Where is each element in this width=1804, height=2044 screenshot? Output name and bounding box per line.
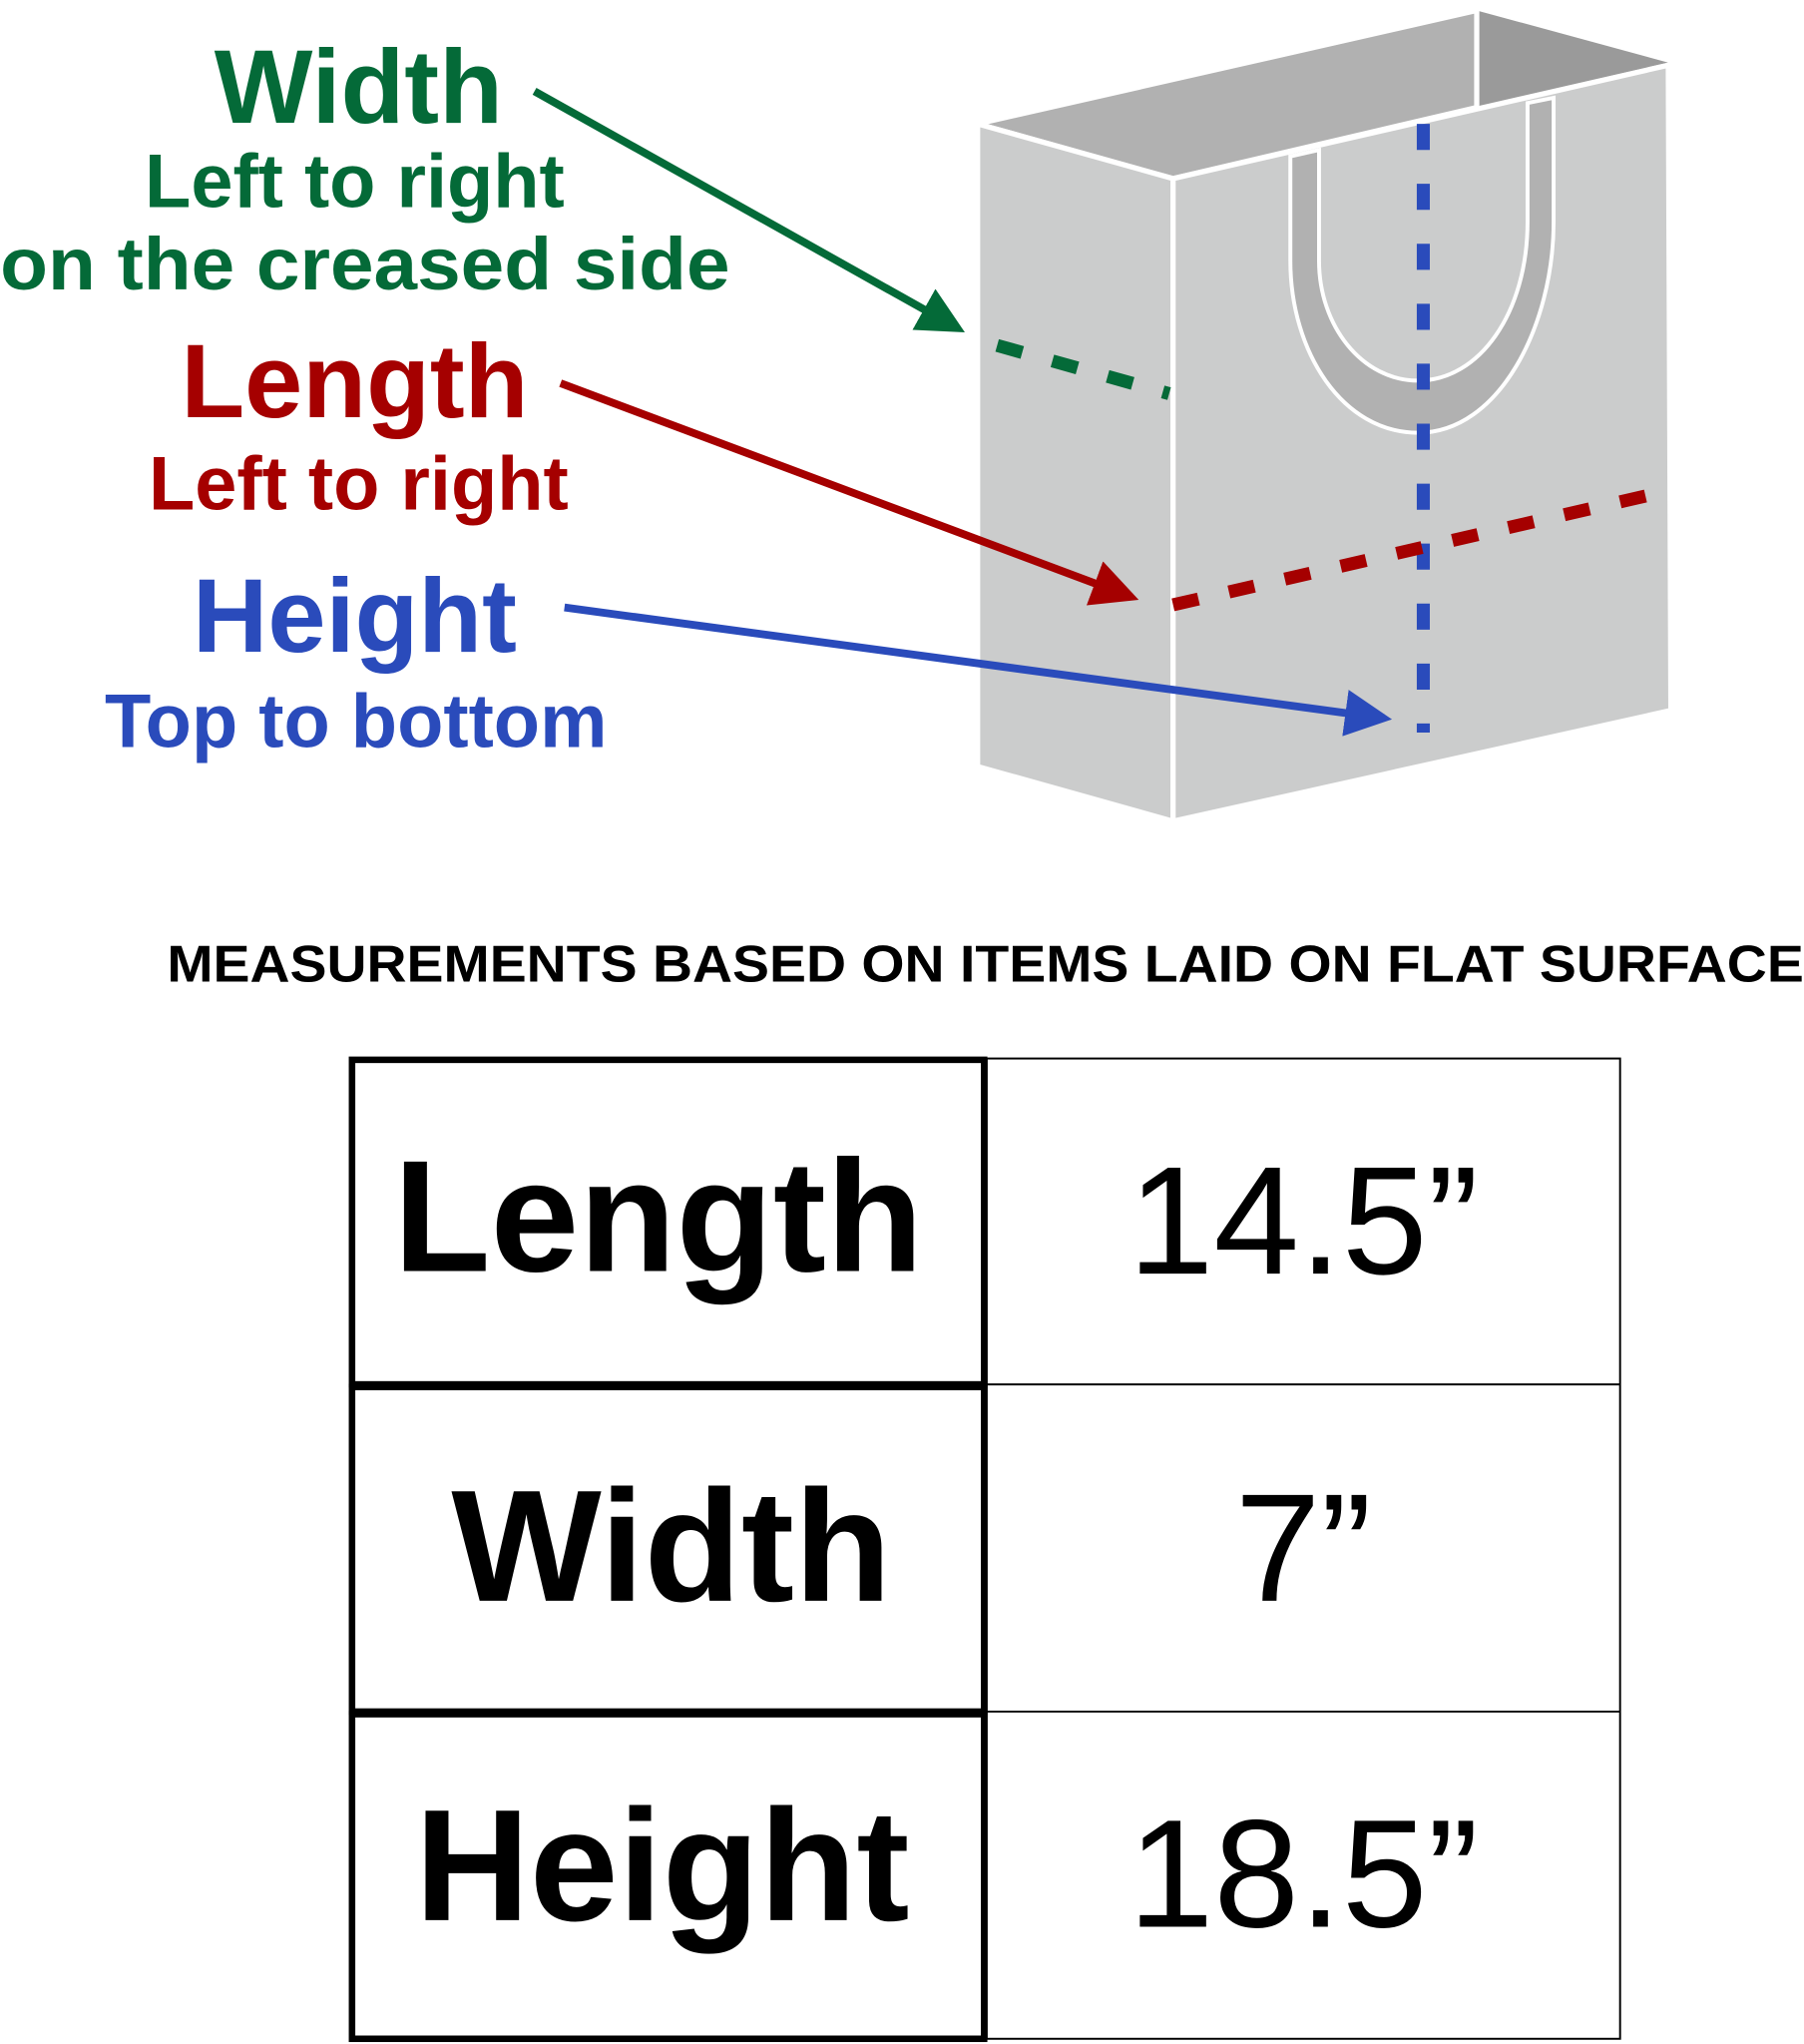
table-label-length: Length (393, 1127, 923, 1304)
table-value-height: 18.5” (1128, 1787, 1479, 1959)
height-description: Top to bottom (105, 679, 607, 764)
height-label: Height (193, 558, 517, 675)
bag-inner-side (1477, 10, 1668, 108)
table-label-width: Width (451, 1457, 891, 1635)
shopping-bag-illustration (975, 7, 1674, 825)
table-value-width: 7” (1235, 1461, 1372, 1634)
bag-side-face (975, 120, 1176, 825)
dimensions-table: Length 14.5” Width 7” Height 18.5” (348, 1056, 1621, 2043)
table-label-height: Height (415, 1777, 910, 1954)
height-arrow (564, 603, 1393, 737)
table-value-length: 14.5” (1128, 1134, 1479, 1306)
width-description-2: on the creased side (0, 223, 729, 305)
length-dashed-line (1171, 483, 1673, 612)
width-arrow (532, 88, 966, 332)
width-label: Width (215, 29, 503, 146)
length-label: Length (181, 323, 528, 440)
length-arrow (559, 379, 1139, 606)
measurement-note: MEASUREMENTS BASED ON ITEMS LAID ON FLAT… (167, 936, 1803, 994)
length-description: Left to right (149, 442, 569, 527)
width-description-1: Left to right (145, 140, 565, 225)
bag-handle (1288, 95, 1557, 435)
